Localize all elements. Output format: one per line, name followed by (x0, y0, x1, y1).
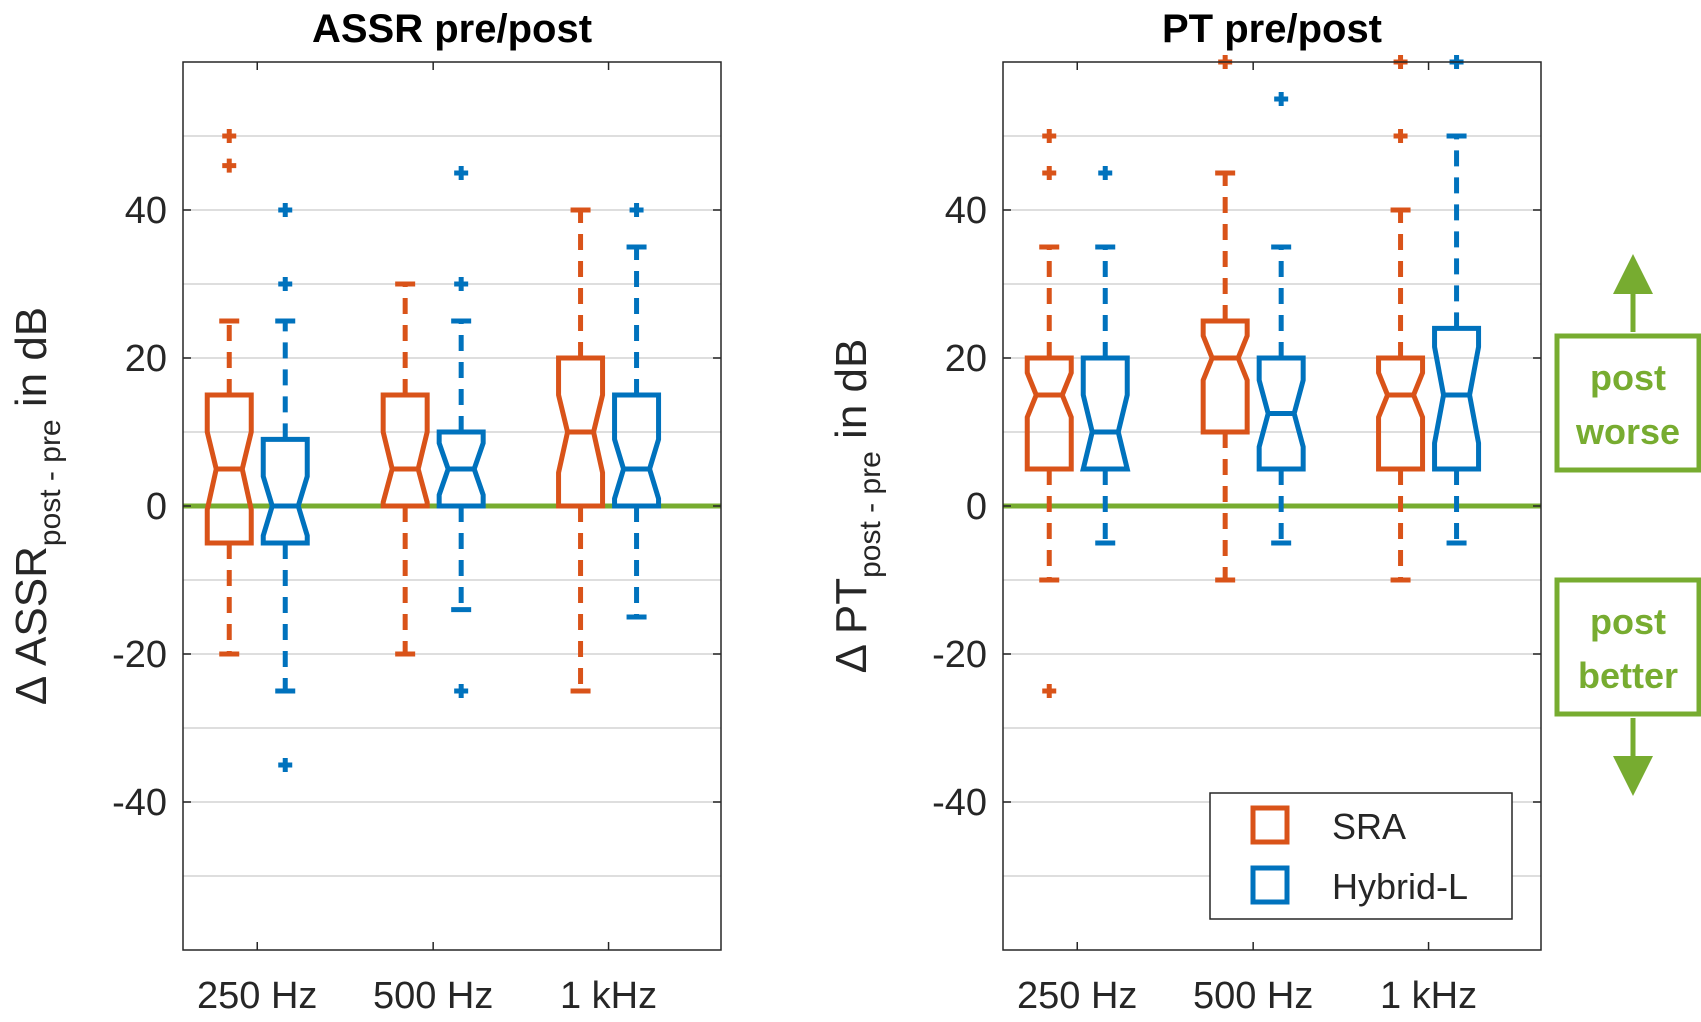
box-hybrid-0 (260, 203, 310, 772)
box-sra-1 (380, 281, 430, 657)
legend-frame (1209, 792, 1513, 920)
outlier-marker (222, 158, 237, 173)
box-body (204, 392, 254, 546)
axis-ticks: -40 -20 0 20 40 250 Hz 500 Hz 1 kHz (112, 62, 721, 1017)
y-tick-label: 0 (966, 486, 987, 528)
outlier-marker (278, 758, 293, 772)
x-tick-label: 500 Hz (1193, 975, 1313, 1017)
y-tick-label: 0 (146, 486, 167, 528)
box-body (556, 355, 606, 509)
box-sra-2 (556, 207, 606, 694)
x-tick-label: 1 kHz (560, 975, 657, 1017)
y-label-main: PT (827, 578, 876, 634)
annotation-box-better (1554, 577, 1701, 717)
chart-title: ASSR pre/post (312, 7, 592, 51)
y-label-subscript: post - pre (34, 419, 67, 546)
outlier-marker (1393, 129, 1408, 143)
outlier-marker (278, 203, 293, 217)
annotation-worse-line1: post (1590, 357, 1666, 398)
box-body (1200, 318, 1250, 435)
box-hybrid-0 (1080, 166, 1131, 546)
x-tick-label: 250 Hz (1017, 975, 1137, 1017)
axis-ticks: -40 -20 0 20 40 250 Hz 500 Hz 1 kHz (932, 62, 1541, 1017)
box-body (1024, 355, 1074, 472)
outlier-marker (629, 203, 644, 217)
y-axis-label: Δ ASSRpost - pre in dB (7, 307, 67, 705)
outlier-marker (278, 277, 293, 291)
outlier-marker (454, 684, 469, 698)
y-label-unit: in dB (827, 339, 876, 439)
outlier-marker (454, 166, 469, 180)
y-tick-label: 40 (125, 190, 167, 232)
panel-pt: -40 -20 0 20 40 250 Hz 500 Hz 1 kHz PT pre/post… (827, 7, 1542, 1017)
outlier-marker (454, 277, 469, 291)
legend-swatch-sra (1250, 805, 1290, 845)
box-body (1376, 355, 1426, 472)
y-axis-label: Δ PTpost - pre in dB (827, 339, 887, 674)
box-hybrid-2 (1432, 55, 1482, 546)
y-label-subscript: post - pre (854, 451, 887, 578)
legend: SRA Hybrid-L (1209, 792, 1513, 920)
annotation-post-worse: post worse (1554, 254, 1701, 473)
y-tick-label: -40 (932, 782, 987, 824)
y-tick-label: -20 (112, 634, 167, 676)
box-body (260, 436, 310, 546)
panel-assr: -40 -20 0 20 40 250 Hz 500 Hz 1 kHz ASSR pre/po… (7, 7, 722, 1017)
boxes (204, 129, 662, 772)
legend-label-hybrid: Hybrid-L (1332, 866, 1468, 907)
outlier-marker (1042, 684, 1057, 698)
outlier-marker (222, 129, 237, 143)
annotation-post-better: post better (1554, 577, 1701, 796)
y-tick-label: -40 (112, 782, 167, 824)
box-body (612, 392, 662, 509)
y-delta-symbol: Δ (827, 644, 876, 673)
x-tick-label: 250 Hz (197, 975, 317, 1017)
y-tick-label: 20 (945, 338, 987, 380)
legend-label-sra: SRA (1332, 806, 1406, 847)
box-sra-0 (204, 129, 254, 657)
chart-title: PT pre/post (1162, 7, 1382, 51)
y-delta-symbol: Δ (7, 676, 56, 705)
box-hybrid-2 (612, 203, 662, 620)
annotation-box-worse (1554, 333, 1701, 473)
y-label-unit: in dB (7, 307, 56, 407)
annotation-better-line1: post (1590, 601, 1666, 642)
box-body (436, 429, 486, 509)
box-body (1432, 325, 1482, 472)
annotation-worse-line2: worse (1575, 411, 1680, 452)
outlier-marker (1274, 92, 1289, 106)
box-hybrid-1 (1256, 92, 1306, 546)
x-tick-label: 1 kHz (1380, 975, 1477, 1017)
y-label-main: ASSR (7, 546, 56, 666)
y-tick-label: -20 (932, 634, 987, 676)
y-tick-label: 20 (125, 338, 167, 380)
outlier-marker (1098, 166, 1113, 180)
boxes (1024, 55, 1482, 698)
box-body (1256, 355, 1306, 472)
x-tick-label: 500 Hz (373, 975, 493, 1017)
box-hybrid-1 (436, 166, 486, 698)
box-sra-0 (1024, 129, 1074, 698)
outlier-marker (1042, 166, 1057, 180)
legend-swatch-hybrid (1250, 865, 1290, 905)
y-tick-label: 40 (945, 190, 987, 232)
box-body (1080, 355, 1131, 472)
annotation-better-line2: better (1578, 655, 1678, 696)
outlier-marker (1042, 129, 1057, 143)
box-body (380, 392, 430, 509)
